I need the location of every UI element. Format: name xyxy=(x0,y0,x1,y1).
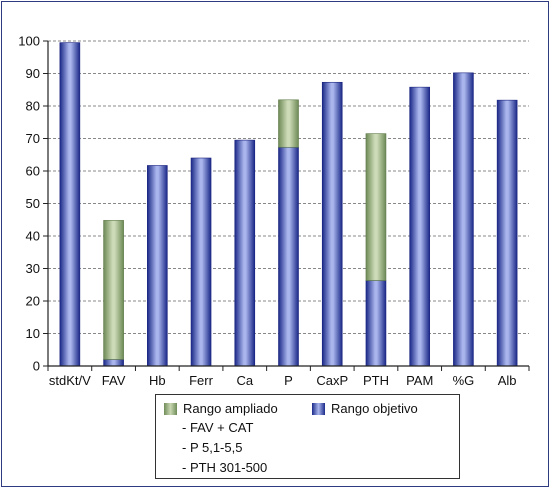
bars xyxy=(59,42,518,367)
bar-rango-ampliado xyxy=(365,133,387,281)
legend-label-ampliado: Rango ampliado xyxy=(183,401,278,416)
bar-rango-objetivo xyxy=(321,81,343,367)
x-tick-label: Alb xyxy=(498,373,517,388)
legend-item-objetivo: Rango objetivo xyxy=(312,401,418,416)
y-tick-label: 70 xyxy=(26,131,40,146)
x-tick-label: CaxP xyxy=(316,373,348,388)
axes xyxy=(47,41,529,367)
legend-label-objetivo: Rango objetivo xyxy=(331,401,418,416)
bar-rango-objetivo xyxy=(59,42,81,367)
x-tick-label: PTH xyxy=(363,373,389,388)
x-tick-label: %G xyxy=(453,373,475,388)
legend-note: - P 5,1-5,5 xyxy=(182,440,243,455)
bar-rango-objetivo xyxy=(409,86,430,367)
x-tick-label: Ca xyxy=(236,373,253,388)
x-tick-label: PAM xyxy=(406,373,433,388)
legend-note: - FAV + CAT xyxy=(182,420,254,435)
gridlines xyxy=(48,40,529,334)
legend-swatch-ampliado xyxy=(164,402,177,415)
y-tick-label: 80 xyxy=(26,99,40,114)
bar-rango-objetivo xyxy=(453,72,474,367)
y-tick-label: 0 xyxy=(33,359,40,374)
y-tick-label: 10 xyxy=(26,326,40,341)
y-tick-label: 30 xyxy=(26,261,40,276)
y-axis-ticks: 0 10 20 30 40 50 60 70 80 90 100 xyxy=(18,34,48,374)
bar-rango-ampliado xyxy=(103,220,124,360)
bar-rango-objetivo xyxy=(190,157,212,367)
bar-rango-objetivo xyxy=(103,359,124,367)
x-tick-label: stdKt/V xyxy=(49,373,91,388)
y-tick-label: 100 xyxy=(18,34,40,49)
y-tick-label: 60 xyxy=(26,164,40,179)
legend-note: - PTH 301-500 xyxy=(182,460,268,475)
x-tick-label: Hb xyxy=(149,373,166,388)
x-axis-ticks: stdKt/V FAV Hb Ferr Ca P CaxP PTH PAM %G Alb xyxy=(47,366,530,388)
x-tick-label: P xyxy=(284,373,293,388)
bar-rango-ampliado xyxy=(278,99,299,148)
legend-swatch-objetivo xyxy=(312,402,325,415)
bar-rango-objetivo xyxy=(234,139,256,367)
legend: Rango ampliado Rango objetivo - FAV + CA… xyxy=(155,394,460,479)
bar-rango-objetivo xyxy=(278,146,299,367)
y-tick-label: 90 xyxy=(26,66,40,81)
legend-item-ampliado: Rango ampliado xyxy=(164,401,278,416)
y-tick-label: 40 xyxy=(26,229,40,244)
bar-rango-objetivo xyxy=(147,165,168,367)
y-tick-label: 50 xyxy=(26,196,40,211)
bar-rango-objetivo xyxy=(365,280,387,367)
y-tick-label: 20 xyxy=(26,294,40,309)
bar-rango-objetivo xyxy=(496,99,518,367)
x-tick-label: FAV xyxy=(102,373,126,388)
x-tick-label: Ferr xyxy=(189,373,214,388)
